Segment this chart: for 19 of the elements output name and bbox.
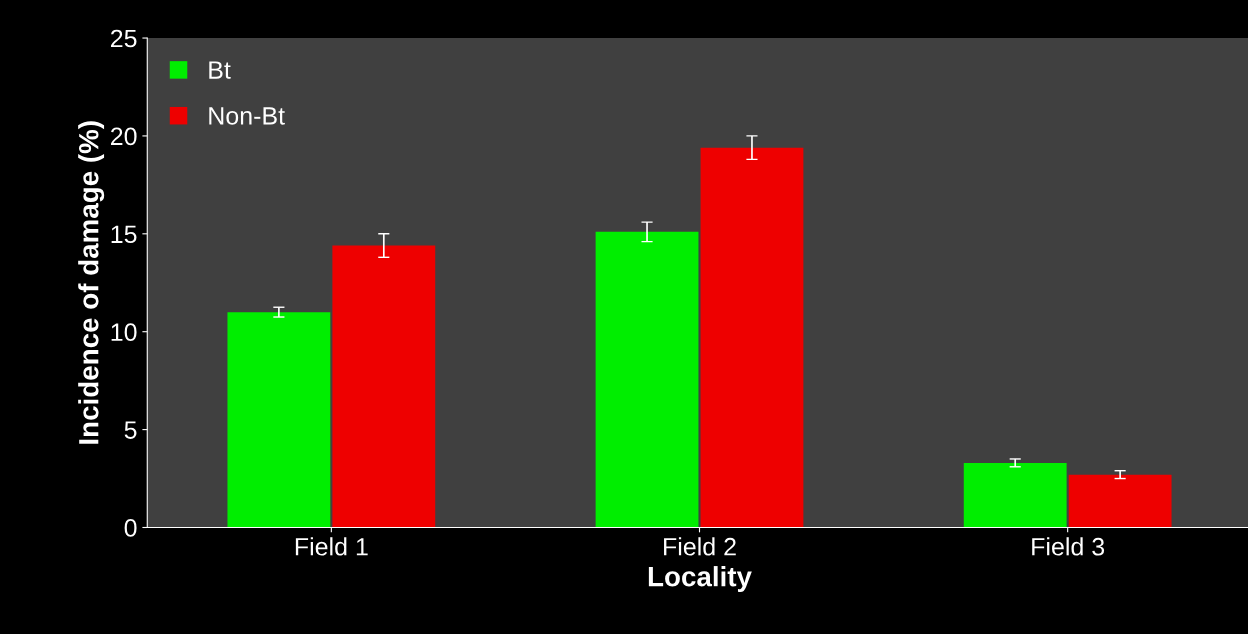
bar [963,462,1067,528]
x-axis-title: Locality [648,566,752,592]
x-tick-label: Field 3 [1032,537,1105,556]
y-tick-label: 25 [110,29,137,48]
y-tick-label: 5 [124,421,137,439]
bar [1068,474,1172,528]
bar [332,245,436,528]
legend-label: Bt [209,61,231,79]
y-tick-label: 0 [124,519,137,537]
x-tick-label: Field 1 [295,537,368,556]
y-tick-label: 10 [111,323,137,342]
x-tick-label: Field 2 [664,537,736,556]
bar [595,231,699,528]
bar [700,147,804,528]
y-axis-title: Incidence of damage (%) [78,121,105,444]
bar [227,312,331,528]
legend-label: Non-Bt [209,107,285,125]
y-tick-label: 15 [111,225,137,244]
y-tick-label: 20 [110,127,137,146]
